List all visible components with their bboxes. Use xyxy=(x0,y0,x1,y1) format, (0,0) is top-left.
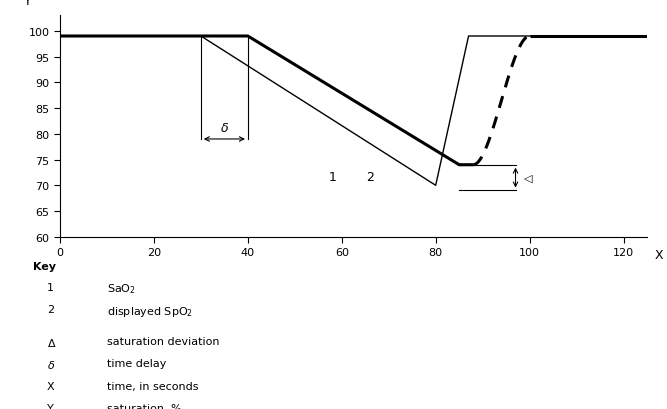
Text: 2: 2 xyxy=(47,304,54,315)
Text: 1: 1 xyxy=(47,282,53,292)
Text: $\Delta$: $\Delta$ xyxy=(47,336,56,348)
Text: $\delta$: $\delta$ xyxy=(47,358,55,371)
Text: $\triangleleft$: $\triangleleft$ xyxy=(522,172,533,184)
Text: saturation, %: saturation, % xyxy=(107,403,181,409)
Text: saturation deviation: saturation deviation xyxy=(107,336,219,346)
Text: 2: 2 xyxy=(366,171,374,183)
Text: SaO$_2$: SaO$_2$ xyxy=(107,282,135,296)
X-axis label: X: X xyxy=(654,248,663,261)
Text: displayed SpO$_2$: displayed SpO$_2$ xyxy=(107,304,193,319)
Text: Y: Y xyxy=(47,403,53,409)
Y-axis label: Y: Y xyxy=(24,0,31,7)
Text: $\delta$: $\delta$ xyxy=(220,121,229,135)
Text: time delay: time delay xyxy=(107,358,166,369)
Text: time, in seconds: time, in seconds xyxy=(107,381,198,391)
Text: 1: 1 xyxy=(328,171,336,183)
Text: Key: Key xyxy=(33,262,56,272)
Text: X: X xyxy=(47,381,54,391)
